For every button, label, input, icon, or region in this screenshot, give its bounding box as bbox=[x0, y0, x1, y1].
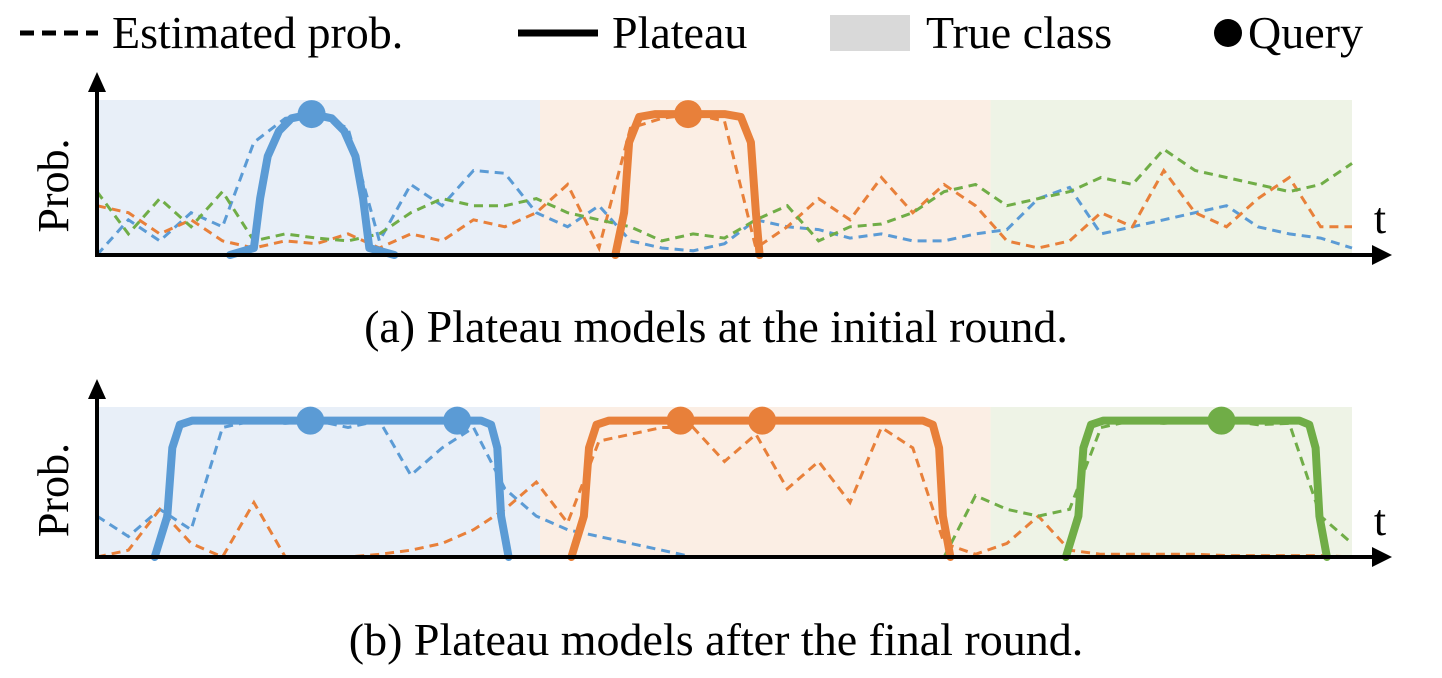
true-class-region bbox=[990, 100, 1352, 255]
legend: Estimated prob. Plateau True class Query bbox=[20, 7, 1363, 58]
query-point bbox=[666, 406, 695, 435]
true-class-region bbox=[540, 100, 991, 255]
plateau-line bbox=[150, 416, 513, 561]
estimated-prob-line bbox=[96, 425, 1353, 559]
estimated-prob-line bbox=[95, 112, 1353, 256]
x-axis-label: t bbox=[1374, 496, 1386, 545]
caption: (b) Plateau models after the final round… bbox=[349, 614, 1083, 665]
legend-label: Query bbox=[1248, 7, 1363, 58]
true-class-region bbox=[990, 407, 1352, 557]
y-axis-arrow bbox=[88, 72, 106, 92]
query-point bbox=[443, 406, 472, 435]
legend-shade-swatch bbox=[830, 15, 910, 51]
query-point bbox=[1207, 406, 1236, 435]
query-point bbox=[674, 100, 703, 129]
panel: Prob. t (a) Plateau models at the initial … bbox=[29, 72, 1392, 352]
x-axis-arrow bbox=[1372, 245, 1392, 265]
query-point bbox=[748, 406, 777, 435]
plateau-line bbox=[1061, 416, 1331, 561]
legend-dot-swatch bbox=[1214, 19, 1242, 47]
estimated-prob-line bbox=[96, 418, 913, 559]
query-point bbox=[297, 100, 326, 129]
legend-label: Plateau bbox=[612, 7, 747, 58]
query-point bbox=[296, 406, 325, 435]
estimated-prob-line bbox=[96, 112, 1352, 253]
axes bbox=[95, 78, 1378, 257]
caption: (a) Plateau models at the initial round. bbox=[364, 301, 1068, 352]
x-axis-label: t bbox=[1374, 194, 1386, 243]
panel: Prob. t (b) Plateau models after the final… bbox=[29, 379, 1392, 665]
estimated-prob-line bbox=[95, 147, 1353, 243]
x-axis-arrow bbox=[1372, 547, 1392, 567]
legend-label: Estimated prob. bbox=[112, 7, 403, 58]
legend-label: True class bbox=[926, 7, 1112, 58]
y-axis-label: Prob. bbox=[29, 138, 78, 232]
y-axis-arrow bbox=[88, 379, 106, 399]
y-axis-label: Prob. bbox=[29, 443, 78, 537]
axes bbox=[95, 385, 1378, 559]
